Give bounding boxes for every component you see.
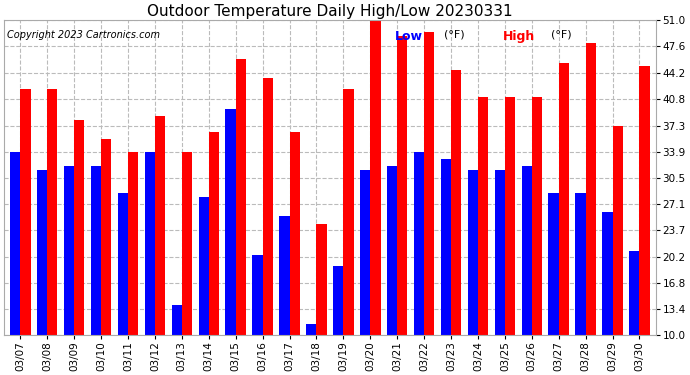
Bar [575,193,586,335]
Bar [172,304,182,335]
Bar [290,132,299,335]
Bar [118,193,128,335]
Bar [613,126,623,335]
Bar [74,120,84,335]
Bar [64,166,74,335]
Bar [397,36,407,335]
Bar [37,170,47,335]
Text: Copyright 2023 Cartronics.com: Copyright 2023 Cartronics.com [8,30,160,40]
Bar [279,216,290,335]
Text: (°F): (°F) [444,30,464,40]
Bar [10,152,20,335]
Bar [640,66,650,335]
Bar [414,152,424,335]
Bar [128,152,138,335]
Bar [495,170,505,335]
Bar [333,266,344,335]
Bar [451,70,462,335]
Bar [387,166,397,335]
Bar [371,13,380,335]
Bar [306,324,317,335]
Bar [253,255,263,335]
Bar [424,32,434,335]
Bar [182,152,192,335]
Bar [532,97,542,335]
Text: (°F): (°F) [551,30,572,40]
Bar [586,44,596,335]
Bar [505,97,515,335]
Bar [20,90,30,335]
Bar [209,132,219,335]
Text: High: High [502,30,535,43]
Bar [199,197,209,335]
Title: Outdoor Temperature Daily High/Low 20230331: Outdoor Temperature Daily High/Low 20230… [147,4,513,19]
Text: Low: Low [395,30,423,43]
Bar [263,78,273,335]
Bar [47,90,57,335]
Bar [629,251,640,335]
Bar [317,224,326,335]
Bar [91,166,101,335]
Bar [236,59,246,335]
Bar [226,109,236,335]
Bar [441,159,451,335]
Bar [101,140,111,335]
Bar [360,170,371,335]
Bar [155,116,165,335]
Bar [549,193,559,335]
Bar [559,63,569,335]
Bar [145,152,155,335]
Bar [602,213,613,335]
Bar [478,97,489,335]
Bar [522,166,532,335]
Bar [344,90,353,335]
Bar [468,170,478,335]
